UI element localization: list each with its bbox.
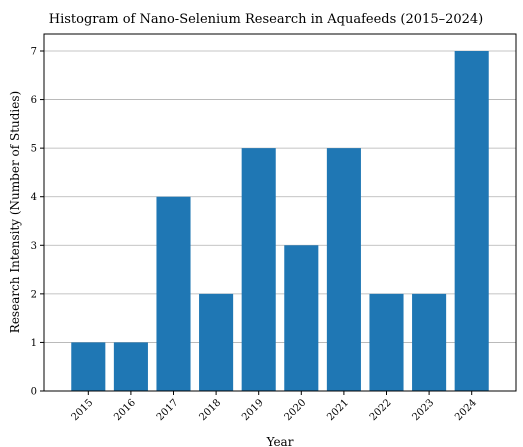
x-tick-label-2024: 2024 <box>453 397 479 423</box>
bar-2015 <box>71 342 106 391</box>
x-tick-label-2023: 2023 <box>410 397 436 423</box>
x-axis: 2015 2016 2017 2018 2019 2020 2021 2022 2023 2024 <box>70 391 479 423</box>
y-tick-label-1: 1 <box>31 338 37 349</box>
x-tick-label-2021: 2021 <box>325 397 351 423</box>
plot-frame <box>43 33 517 392</box>
x-tick-label-2015: 2015 <box>70 397 96 423</box>
bar-2018 <box>199 293 234 391</box>
bar-2023 <box>412 293 447 391</box>
x-tick-label-2019: 2019 <box>240 397 266 423</box>
x-tick-label-2022: 2022 <box>368 397 394 423</box>
chart-title: Histogram of Nano-Selenium Research in A… <box>49 12 484 27</box>
x-tick-label-2020: 2020 <box>283 397 309 423</box>
bar-2016 <box>113 342 148 391</box>
bar-2017 <box>156 196 191 391</box>
bar-2022 <box>369 293 404 391</box>
y-tick-label-6: 6 <box>31 95 37 106</box>
y-tick-label-2: 2 <box>31 289 37 300</box>
bar-2021 <box>326 148 361 391</box>
bars <box>71 51 489 391</box>
y-tick-label-0: 0 <box>31 387 37 398</box>
y-tick-label-7: 7 <box>31 47 37 58</box>
y-axis-label: Research Intensity (Number of Studies) <box>8 91 22 333</box>
y-tick-label-4: 4 <box>31 192 37 203</box>
bar-2024 <box>454 51 489 391</box>
y-axis: 0 1 2 3 4 5 6 7 <box>31 47 44 398</box>
x-axis-label: Year <box>266 435 294 447</box>
y-tick-label-3: 3 <box>31 241 37 252</box>
bar-2019 <box>241 148 276 391</box>
x-tick-label-2018: 2018 <box>197 397 223 423</box>
x-tick-label-2017: 2017 <box>155 397 181 423</box>
y-tick-label-5: 5 <box>31 144 37 155</box>
x-tick-label-2016: 2016 <box>112 397 138 423</box>
bar-2020 <box>284 245 319 391</box>
